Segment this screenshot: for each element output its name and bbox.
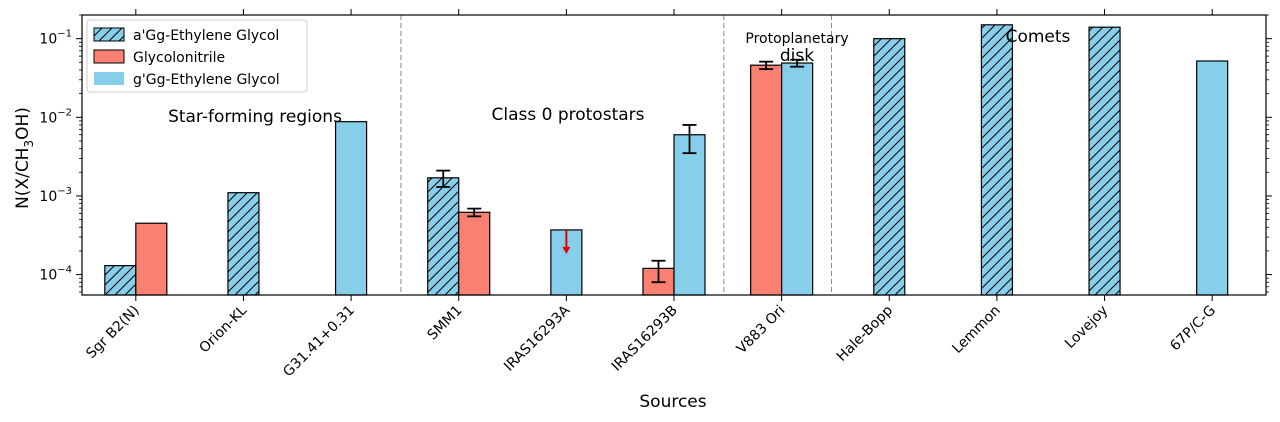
legend-swatch (93, 27, 125, 42)
group-label: Star-forming regions (168, 107, 342, 127)
y-tick-label: 10−1 (39, 29, 72, 48)
x-axis-title: Sources (639, 392, 706, 412)
group-dividers (400, 15, 832, 295)
x-tick-label: Orion-KL (196, 302, 250, 356)
bar-v883-ori-series-1 (750, 64, 783, 296)
error-bar (759, 60, 774, 71)
bar-v883-ori-series-2 (781, 62, 814, 296)
bar-lovejoy-series-0 (1088, 26, 1121, 296)
error-bar (436, 169, 451, 188)
x-tick-label: 67P/C-G (1167, 303, 1219, 355)
x-tick-label: Sgr B2(N) (83, 303, 142, 362)
legend-label: Glycolonitrile (133, 50, 225, 66)
legend-swatch (94, 72, 124, 85)
bar-iras16293b-series-2 (673, 134, 706, 296)
legend-box (86, 19, 308, 93)
legend-label: a'Gg-Ethylene Glycol (133, 28, 279, 44)
bar-smm1-series-1 (458, 211, 491, 296)
legend-label: g'Gg-Ethylene Glycol (133, 72, 280, 88)
legend: a'Gg-Ethylene Glycol Glycolonitrile g'Gg-E… (86, 19, 308, 93)
error-bar (467, 207, 482, 218)
x-tick-label: Hale-Bopp (834, 302, 896, 364)
x-tick-label: Lemmon (949, 303, 1003, 357)
error-bar (790, 58, 805, 68)
group-label: Comets (1006, 27, 1071, 47)
x-tick-label: IRAS16293A (501, 302, 573, 374)
x-tick-label: V883 Ori (734, 303, 789, 358)
bar-hale-bopp-series-0 (873, 38, 906, 296)
x-tick-label: SMM1 (425, 303, 466, 344)
y-tick-label: 10−2 (39, 107, 72, 126)
group-label: Class 0 protostars (491, 105, 644, 125)
y-tick-label: 10−3 (39, 186, 72, 205)
x-tick-label: G31.41+0.31 (280, 303, 358, 381)
group-labels: Star-forming regions Class 0 protostars Pr… (168, 27, 1070, 127)
y-tick-label: 10−4 (39, 265, 72, 284)
bar-g31-41-0-31-series-2 (334, 121, 368, 296)
legend-swatch (93, 49, 125, 64)
group-label: disk (780, 46, 814, 66)
bars-layer (104, 24, 1229, 296)
upper-limit-arrow (562, 229, 571, 254)
error-bar (651, 259, 666, 284)
bar-67p-c-g-series-2 (1196, 60, 1229, 296)
x-tick-label: Lovejoy (1062, 303, 1111, 352)
bar-lemmon-series-0 (980, 24, 1014, 296)
group-label: Protoplanetary (745, 31, 848, 47)
bar-smm1-series-0 (427, 177, 460, 296)
bar-sgr-b2-n--series-0 (104, 265, 137, 296)
bar-sgr-b2-n--series-1 (135, 222, 168, 296)
x-tick-label: IRAS16293B (609, 303, 681, 375)
y-axis-title: N(X/CH3OH) (13, 107, 36, 209)
error-bar (682, 124, 697, 155)
arrow-head (562, 246, 571, 254)
bar-orion-kl-series-0 (227, 192, 260, 296)
